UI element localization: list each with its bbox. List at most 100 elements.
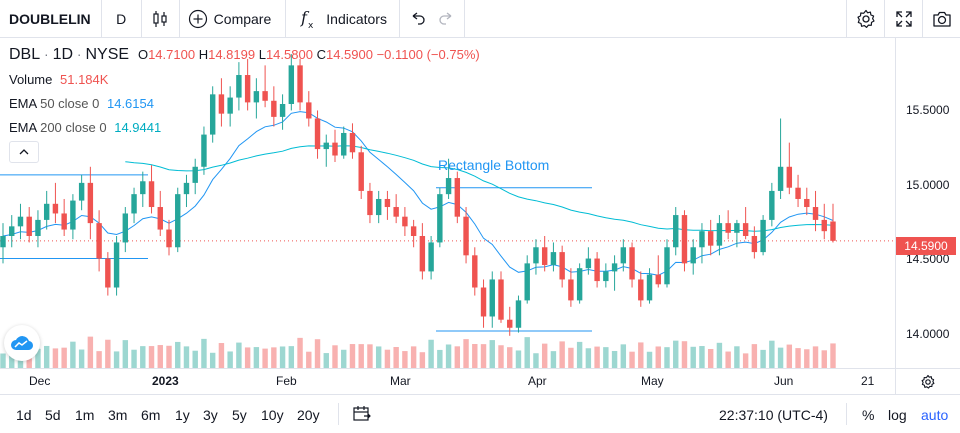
interval-button[interactable]: D: [102, 0, 142, 38]
range-1d[interactable]: 1d: [16, 407, 32, 423]
volume-bar: [533, 353, 539, 368]
volume-bar: [393, 346, 399, 368]
legend-symbol[interactable]: DBL: [9, 46, 41, 63]
symbol-search-button[interactable]: DOUBLELIN: [0, 0, 102, 38]
price-tick: 15.0000: [906, 178, 950, 192]
price-chart[interactable]: [0, 38, 895, 368]
goto-date-button[interactable]: [352, 405, 372, 426]
candle-body: [725, 223, 731, 233]
volume-bar: [122, 340, 129, 368]
volume-bar: [349, 344, 356, 368]
percent-toggle[interactable]: %: [862, 407, 875, 423]
time-axis[interactable]: Dec 2023 Feb Mar Apr May Jun 21: [0, 368, 960, 395]
volume-value: 51.184K: [60, 72, 109, 87]
candle-body: [61, 213, 67, 230]
fullscreen-icon: [895, 11, 912, 27]
candle-body: [576, 268, 583, 301]
candle-body: [384, 198, 391, 208]
camera-icon: [932, 11, 951, 27]
volume-bar: [489, 340, 495, 368]
candle-body: [646, 274, 653, 301]
candle-body: [437, 194, 443, 243]
volume-bar: [323, 353, 329, 368]
candle-body: [507, 319, 513, 328]
ema200-legend[interactable]: EMA 200 close 0 14.9441: [9, 120, 161, 135]
range-3m[interactable]: 3m: [108, 407, 128, 423]
settings-button[interactable]: [846, 0, 884, 38]
volume-bar: [131, 349, 137, 368]
legend-open-label: O: [137, 47, 149, 62]
volume-bar: [550, 351, 557, 368]
symbol-legend: DBL · 1D · NYSE O14.7100 H14.8199 L14.58…: [9, 46, 480, 64]
range-20y[interactable]: 20y: [297, 407, 320, 423]
range-1m[interactable]: 1m: [75, 407, 95, 423]
volume-bar: [681, 341, 688, 368]
legend-interval: 1D: [52, 46, 74, 63]
candle-body: [454, 178, 461, 217]
volume-bar: [576, 341, 583, 368]
range-6m[interactable]: 6m: [141, 407, 161, 423]
volume-bar: [183, 346, 190, 368]
axis-settings-button[interactable]: [895, 369, 960, 395]
volume-bar: [96, 351, 102, 368]
candle-body: [410, 226, 417, 236]
fullscreen-button[interactable]: [884, 0, 922, 38]
ema200-value: 14.9441: [114, 120, 162, 135]
volume-bar: [454, 346, 461, 368]
candle-body: [655, 274, 661, 285]
candle-body: [0, 236, 6, 248]
undo-icon[interactable]: [408, 9, 428, 29]
volume-legend[interactable]: Volume 51.184K: [9, 72, 108, 87]
price-axis[interactable]: 15.5000 15.0000 14.5000 14.0000 14.5900: [895, 38, 960, 368]
volume-bar: [664, 347, 670, 368]
chart-type-button[interactable]: [142, 0, 180, 38]
range-10y[interactable]: 10y: [261, 407, 284, 423]
chart-pane[interactable]: [0, 38, 960, 368]
ema50-label: EMA: [9, 96, 37, 111]
legend-close-value: 14.5900: [325, 47, 373, 62]
volume-bar: [472, 344, 478, 368]
candle-body: [358, 152, 364, 191]
candle-body: [279, 104, 286, 117]
time-label: 2023: [152, 374, 179, 388]
range-1y[interactable]: 1y: [175, 407, 190, 423]
candle-body: [812, 207, 819, 220]
clock-timezone[interactable]: 22:37:10 (UTC-4): [719, 407, 828, 423]
candle-body: [26, 216, 32, 236]
candle-body: [148, 181, 155, 208]
range-5d[interactable]: 5d: [45, 407, 61, 423]
divider: [338, 403, 339, 425]
candle-body: [515, 300, 522, 328]
rectangle-label[interactable]: Rectangle Bottom: [438, 157, 550, 173]
volume-bar: [611, 350, 618, 368]
candle-body: [480, 287, 487, 317]
candle-body: [742, 223, 749, 236]
candle-body: [594, 258, 600, 282]
volume-label: Volume: [9, 72, 53, 87]
volume-bar: [620, 344, 627, 368]
volume-bar: [279, 346, 286, 368]
candle-body: [673, 215, 679, 248]
candle-body: [533, 247, 539, 264]
range-5y[interactable]: 5y: [232, 407, 247, 423]
candle-body: [314, 118, 321, 150]
log-toggle[interactable]: log: [888, 407, 907, 423]
redo-icon[interactable]: [436, 9, 456, 29]
auto-toggle[interactable]: auto: [921, 407, 949, 423]
candle-body: [17, 216, 24, 227]
volume-bar: [140, 346, 146, 368]
ema50-legend[interactable]: EMA 50 close 0 14.6154: [9, 96, 154, 111]
candle-body: [445, 178, 452, 195]
time-label: 21: [861, 374, 875, 388]
compare-button[interactable]: Compare: [180, 0, 287, 38]
tradingview-logo[interactable]: [4, 325, 40, 361]
range-3y[interactable]: 3y: [203, 407, 218, 423]
candle-body: [323, 142, 329, 150]
gear-small-icon: [921, 374, 935, 389]
volume-bar: [690, 346, 696, 368]
candle-body: [96, 223, 102, 259]
screenshot-button[interactable]: [922, 0, 960, 38]
legend-collapse-button[interactable]: [9, 141, 39, 163]
